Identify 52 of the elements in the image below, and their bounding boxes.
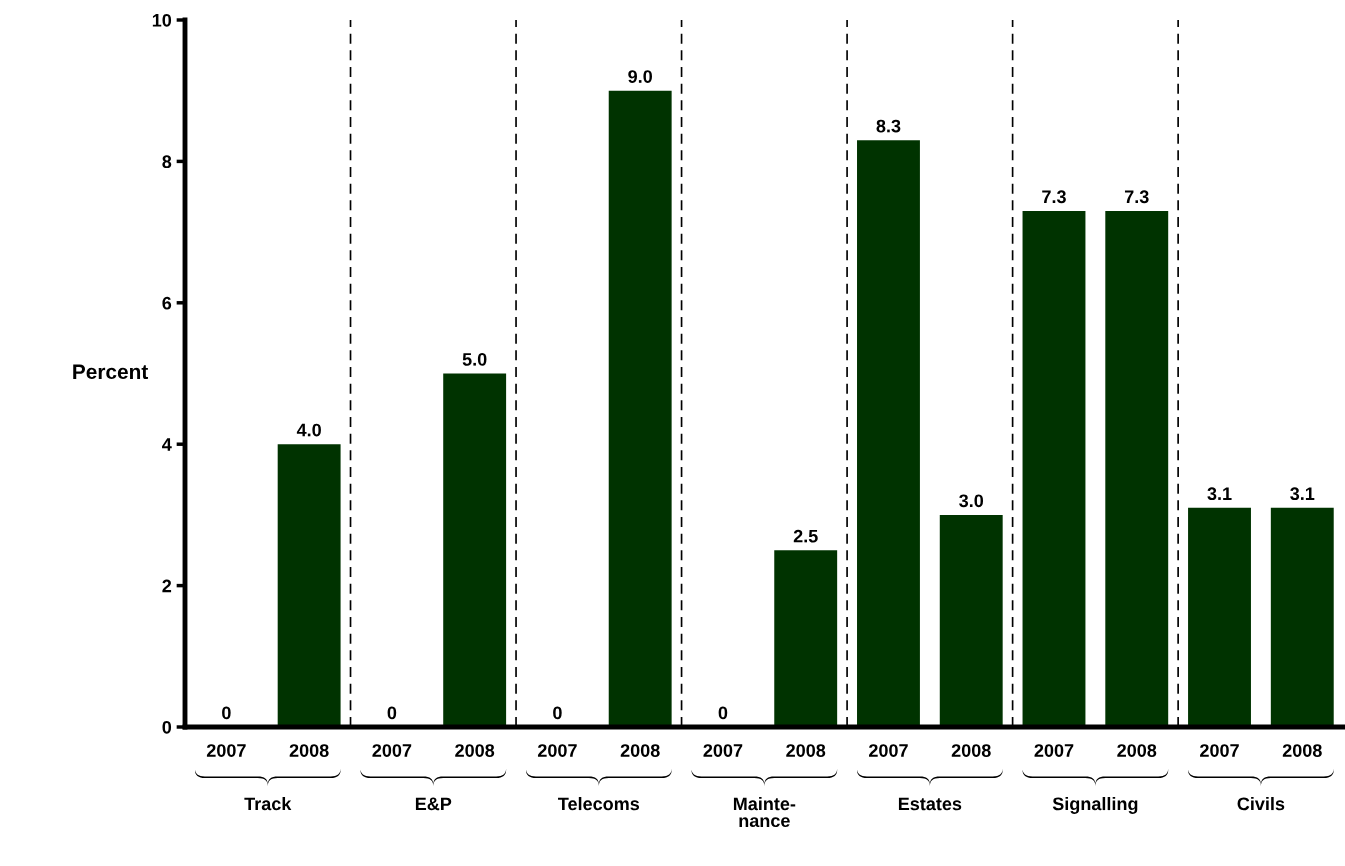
bar [443,373,507,727]
bar [1270,507,1334,727]
y-tick-label: 6 [162,296,172,310]
text: Signalling [1052,797,1138,814]
data-label: 0 [387,706,397,720]
x-tick-label: 2007 [206,744,246,757]
bar [774,550,838,727]
x-tick-label: 2008 [1282,744,1322,757]
y-tick-label: 2 [162,579,172,593]
text: Mainte- nance [733,797,796,828]
y-axis-title: Percent [73,364,149,380]
x-tick-label: 2007 [703,744,743,757]
x-tick-label: 2007 [372,744,412,757]
data-label: 8.3 [876,119,901,133]
bar [1022,210,1086,727]
bar [1105,210,1169,727]
data-label: 3.1 [1207,487,1232,501]
bar [857,140,920,727]
bar [277,444,341,727]
x-tick-label: 2008 [289,744,329,757]
data-label: 7.3 [1042,190,1066,204]
text: Telecoms [558,797,640,811]
text: Estates [898,797,962,811]
text: Civils [1237,797,1285,811]
y-tick-label: 0 [162,720,172,734]
bar [939,514,1003,727]
data-label: 0 [553,706,562,720]
bar [1188,507,1251,727]
y-tick-label: 8 [162,155,172,169]
x-tick-label: 2007 [1200,744,1239,757]
data-label: 5.0 [462,352,487,366]
x-tick-label: 2007 [1034,744,1074,757]
x-tick-label: 2007 [869,744,908,757]
x-tick-label: 2008 [786,744,826,757]
data-label: 4.0 [296,423,321,437]
data-label: 7.3 [1124,190,1149,204]
data-label: 2.5 [793,529,818,543]
data-label: 9.0 [628,70,652,83]
x-tick-label: 2008 [951,744,991,757]
y-tick-label: 10 [152,13,172,27]
text: E&P [415,797,452,811]
bar [608,90,672,727]
x-tick-label: 2008 [1117,744,1157,757]
data-label: 3.1 [1290,487,1315,501]
data-label: 3.0 [959,494,984,508]
text: Track [244,797,292,811]
data-label: 0 [718,706,728,720]
x-tick-label: 2008 [455,744,495,757]
data-label: 0 [222,706,231,720]
y-tick-label: 4 [162,438,172,451]
x-tick-label: 2007 [537,744,577,757]
x-tick-label: 2008 [620,744,660,757]
